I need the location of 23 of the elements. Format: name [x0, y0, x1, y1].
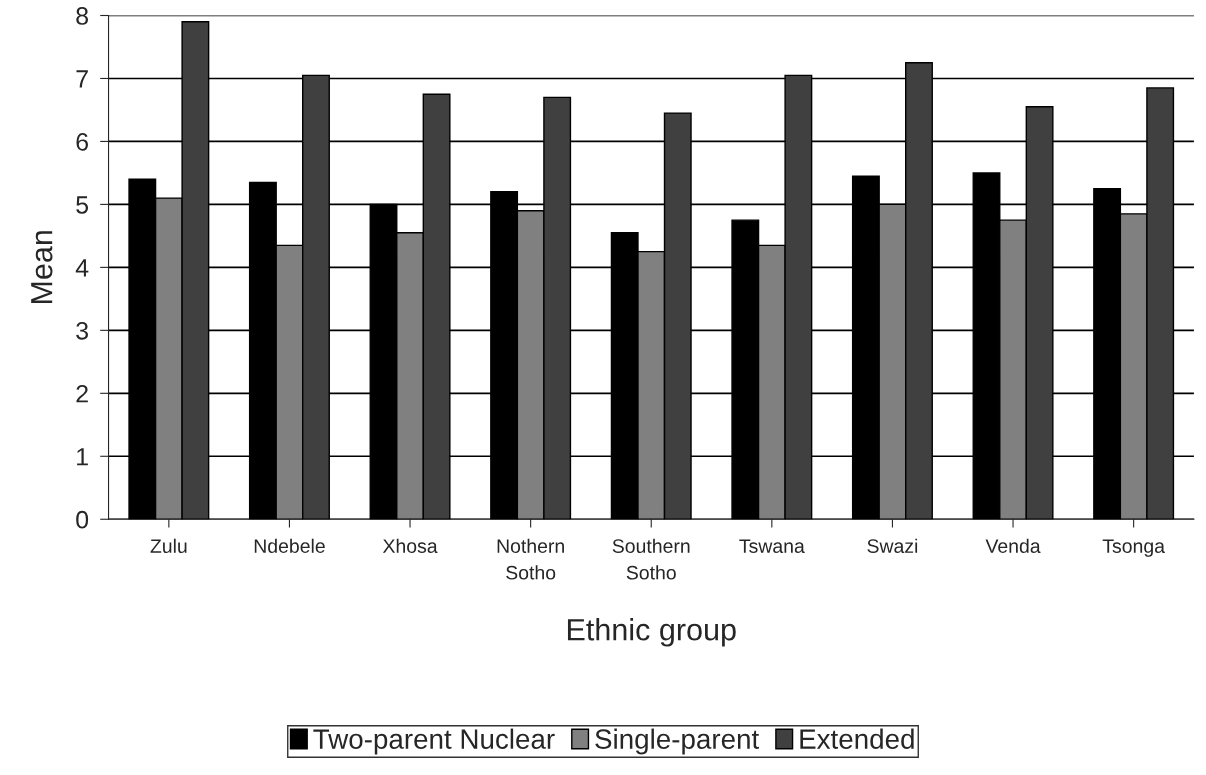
x-tick-label: Zulu — [150, 538, 187, 553]
y-axis-title: Mean — [31, 231, 53, 304]
y-tick-label: 4 — [75, 259, 89, 277]
legend-label: Two-parent Nuclear — [313, 728, 555, 755]
legend-label: Extended — [800, 728, 914, 749]
x-tick-label: Xhosa — [382, 538, 438, 553]
x-tick-label: Swazi — [867, 538, 918, 553]
x-axis-title: Ethnic group — [567, 618, 736, 647]
x-tick-label: Southern Sotho — [612, 538, 690, 580]
y-tick-label: 1 — [77, 448, 88, 466]
x-tick-label: Tswana — [739, 539, 805, 553]
x-tick-label: Nothern Sotho — [497, 538, 564, 580]
legend-label: Single-parent — [595, 728, 760, 755]
y-tick-label: 5 — [76, 196, 89, 214]
y-tick-label: 7 — [76, 70, 88, 88]
x-tick-label: Venda — [985, 538, 1041, 553]
y-tick-label: 3 — [76, 321, 88, 340]
x-tick-label: Ndebele — [254, 538, 325, 553]
y-tick-label: 2 — [76, 384, 88, 403]
y-tick-label: 8 — [76, 7, 89, 25]
y-tick-label: 0 — [76, 510, 89, 529]
y-tick-label: 6 — [76, 133, 88, 151]
x-tick-label: Tsonga — [1102, 539, 1165, 557]
